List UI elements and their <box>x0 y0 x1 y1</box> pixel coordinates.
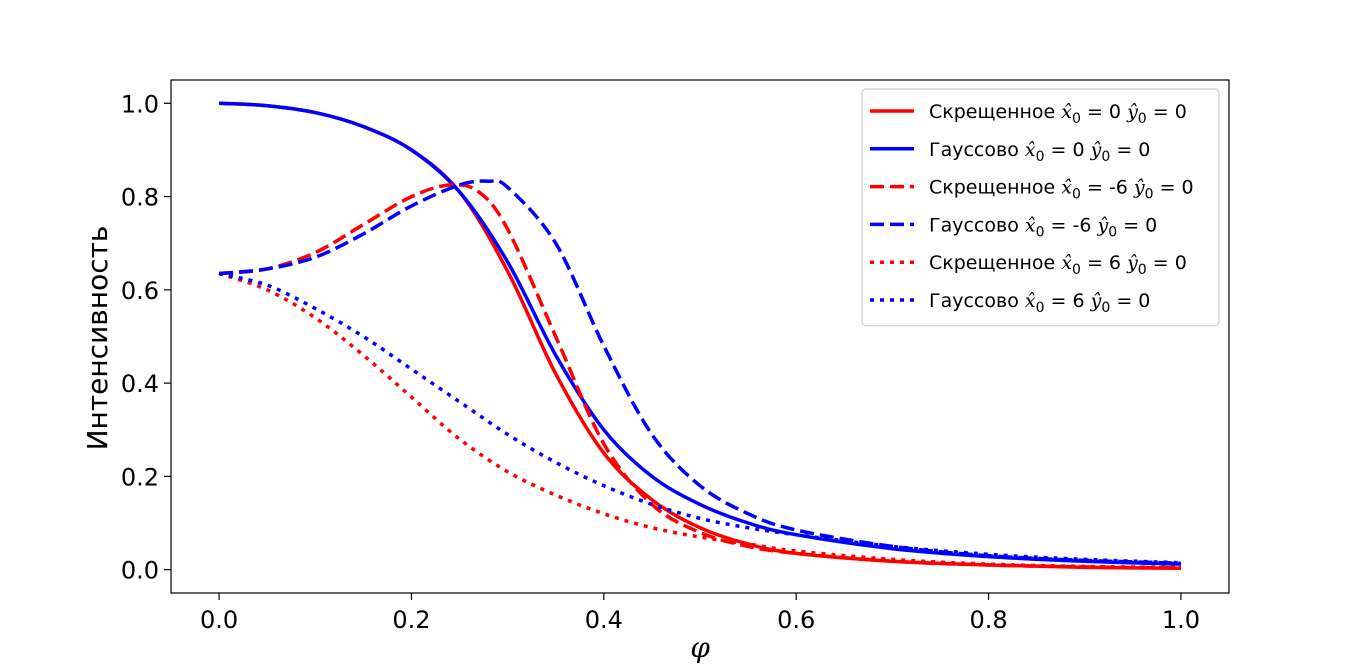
x-axis: 0.0 0.2 0.4 0.6 0.8 1.0 <box>200 593 1200 634</box>
y-tick-label: 1.0 <box>121 90 159 118</box>
x-tick-label: 0.4 <box>585 606 623 634</box>
y-tick-label: 0.2 <box>121 463 159 491</box>
x-tick-label: 0.0 <box>200 606 238 634</box>
x-axis-label: φ <box>690 631 710 664</box>
x-tick-label: 0.8 <box>969 606 1007 634</box>
y-tick-label: 0.6 <box>121 277 159 305</box>
x-tick-label: 1.0 <box>1162 606 1200 634</box>
series-line-4 <box>218 178 1181 565</box>
legend-entry-1: Скрещенное x̂0 = 0 ŷ0 = 0 <box>929 101 1187 127</box>
y-tick-label: 0.8 <box>121 184 159 212</box>
series-line-6 <box>218 271 1181 565</box>
plot-frame <box>170 79 1230 594</box>
y-tick-label: 0.4 <box>121 370 159 398</box>
x-tick-label: 0.6 <box>777 606 815 634</box>
legend-entry-2: Гауссово x̂0 = 0 ŷ0 = 0 <box>929 139 1150 165</box>
legend-entry-5: Скрещенное x̂0 = 6 ŷ0 = 0 <box>929 252 1187 278</box>
series-layer <box>218 101 1181 571</box>
y-axis-label: Интенсивность <box>81 226 114 451</box>
y-tick-label: 0.0 <box>121 557 159 585</box>
legend-entry-3: Скрещенное x̂0 = -6 ŷ0 = 0 <box>929 177 1194 203</box>
x-tick-label: 0.2 <box>392 606 430 634</box>
y-axis: 0.0 0.2 0.4 0.6 0.8 1.0 <box>121 90 171 585</box>
legend-entry-6: Гауссово x̂0 = 6 ŷ0 = 0 <box>929 290 1150 316</box>
legend-entry-4: Гауссово x̂0 = -6 ŷ0 = 0 <box>929 214 1157 240</box>
legend: Скрещенное x̂0 = 0 ŷ0 = 0 Гауссово x̂0 = … <box>861 88 1220 327</box>
legend-frame <box>861 88 1220 327</box>
